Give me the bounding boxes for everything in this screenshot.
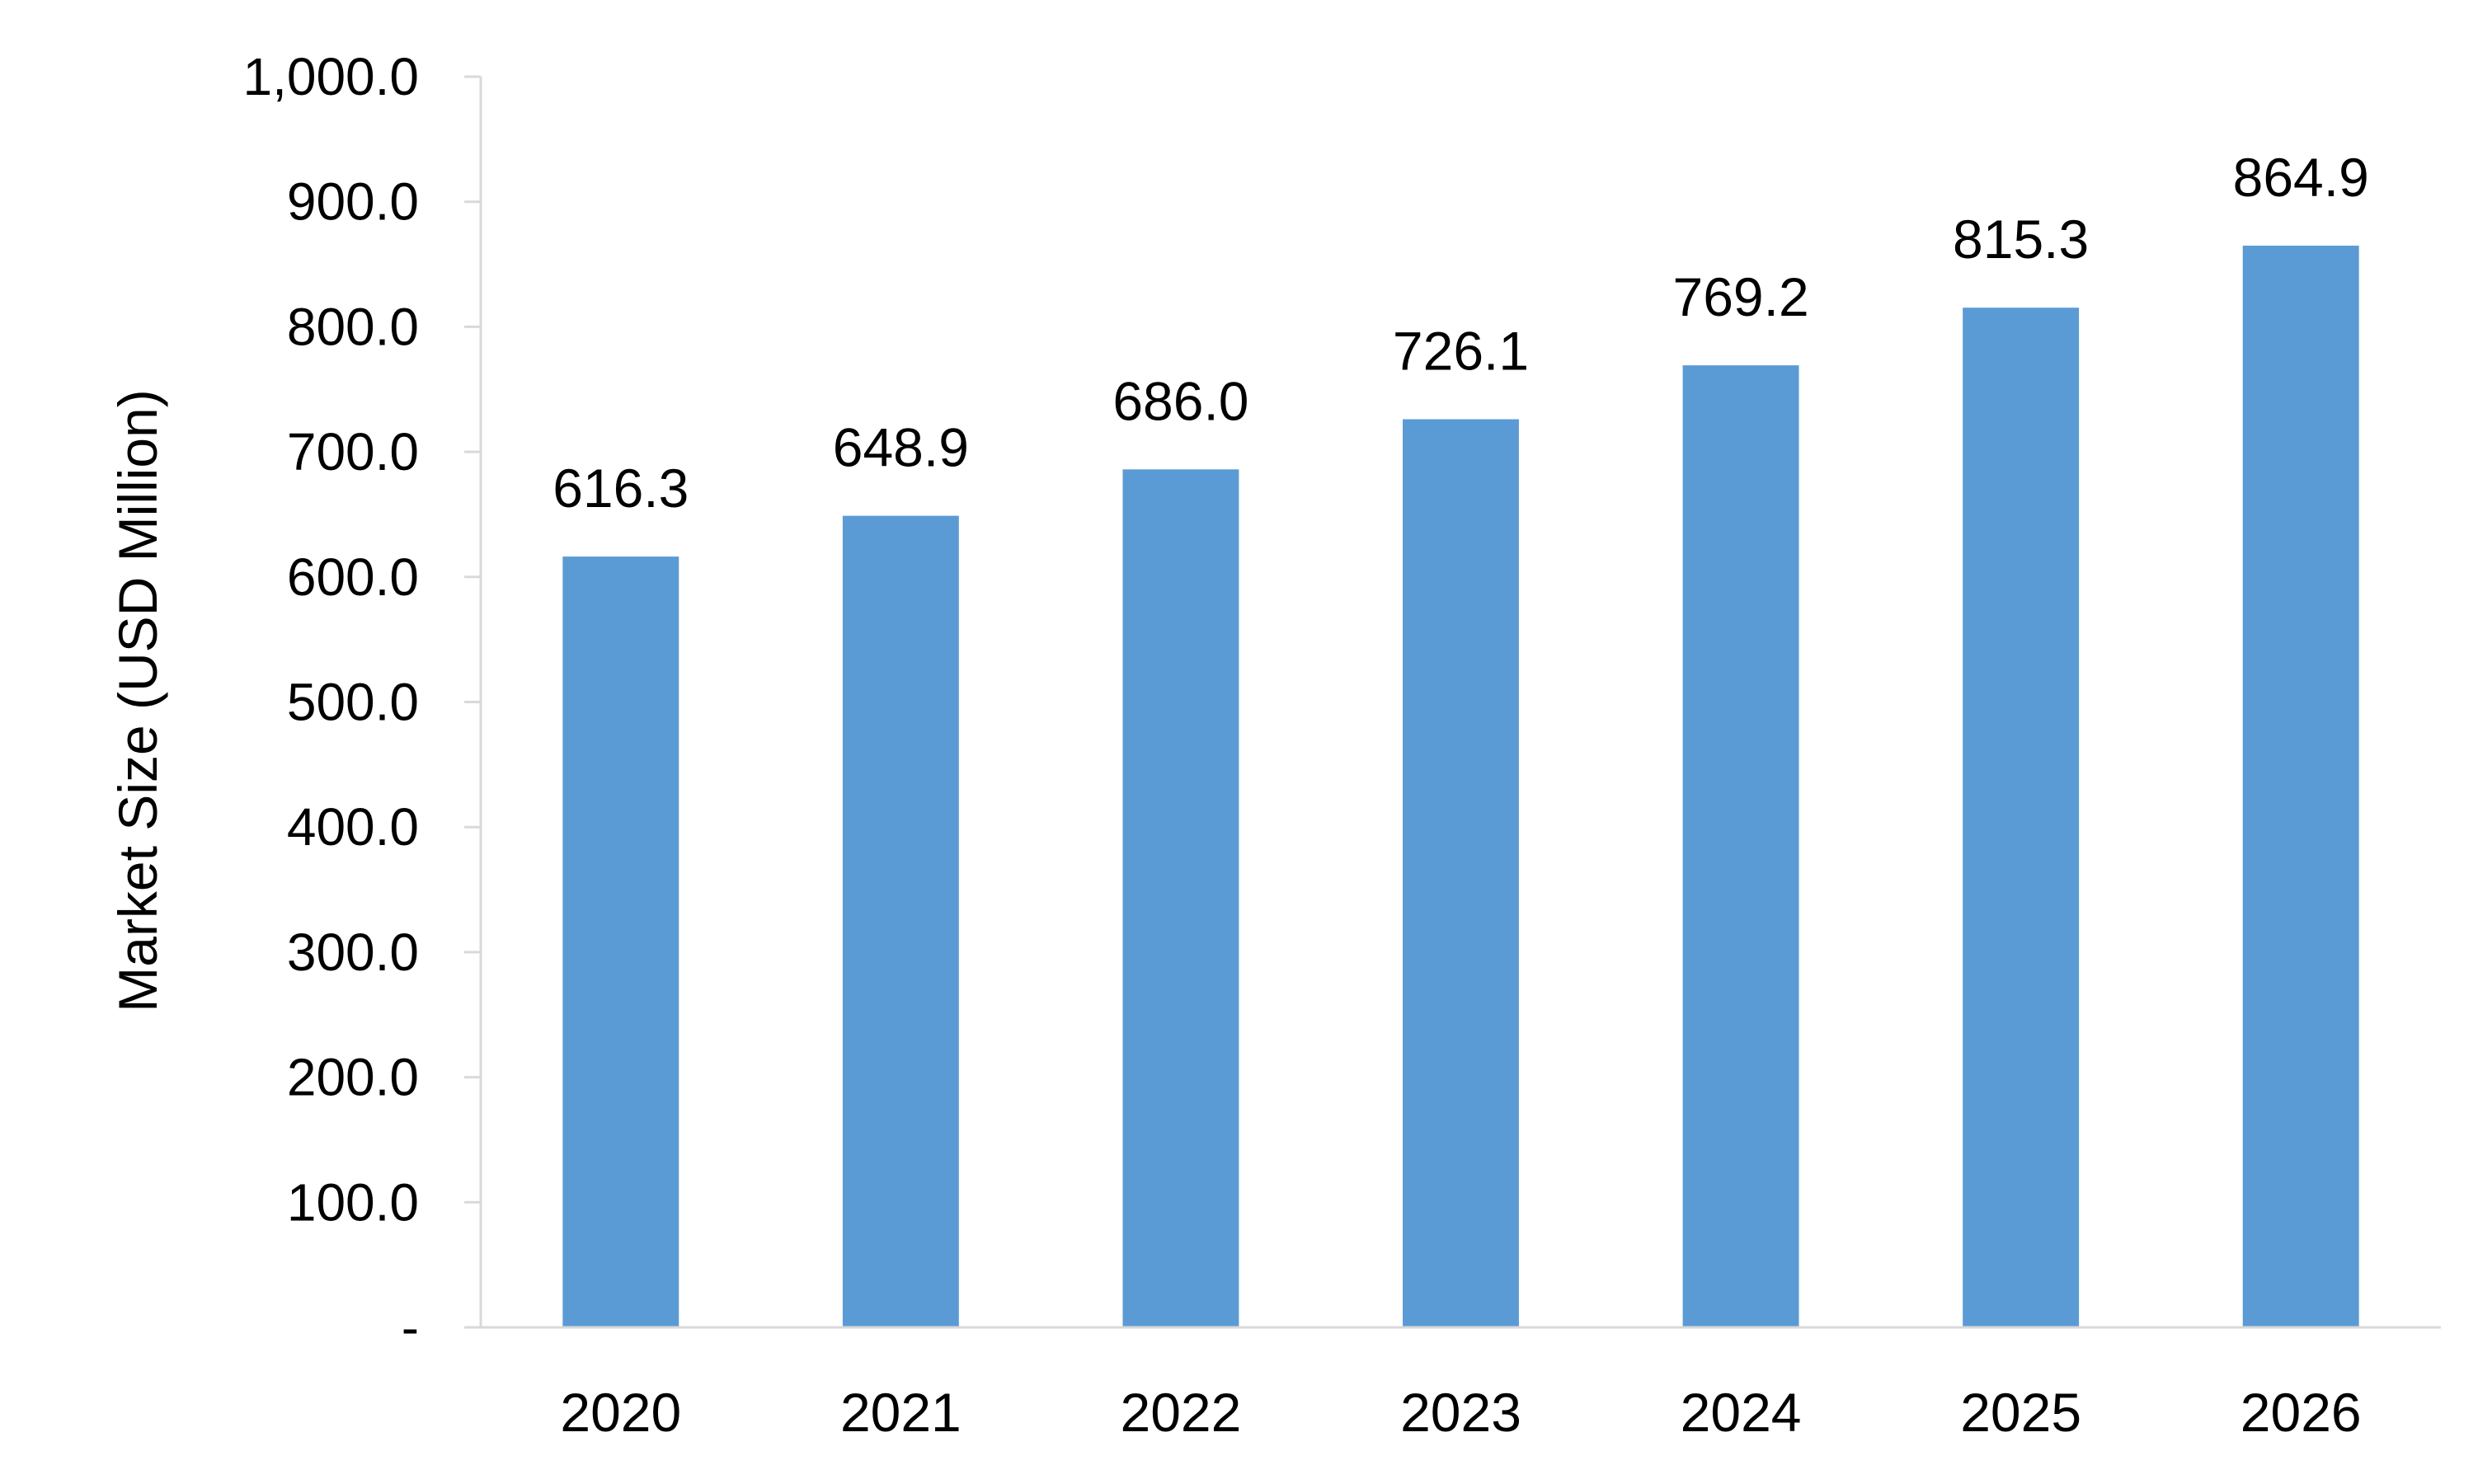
data-label: 648.9 [833, 417, 969, 478]
x-tick-label: 2026 [2240, 1382, 2362, 1443]
y-tick-label: 800.0 [287, 297, 419, 356]
bars [562, 245, 2359, 1328]
x-axis: 2020 2021 2022 2023 2024 2025 2026 [464, 1326, 2441, 1443]
data-label: 769.2 [1672, 266, 1808, 327]
data-label: 815.3 [1953, 209, 2089, 270]
y-tick-label: - [402, 1298, 419, 1357]
data-label: 616.3 [552, 458, 689, 519]
bar [1963, 308, 2080, 1327]
bar [2242, 245, 2359, 1328]
bar [1122, 469, 1239, 1327]
x-tick-label: 2024 [1681, 1382, 1802, 1443]
y-tick-label: 200.0 [287, 1048, 419, 1107]
y-tick-label: 600.0 [287, 547, 419, 607]
y-tick-label: 400.0 [287, 797, 419, 857]
x-tick-label: 2020 [560, 1382, 681, 1443]
y-tick-label: 1,000.0 [242, 47, 419, 106]
data-label: 726.1 [1393, 321, 1529, 382]
data-label: 686.0 [1112, 370, 1248, 431]
bar [562, 556, 679, 1327]
x-tick-label: 2021 [840, 1382, 962, 1443]
data-labels: 616.3 648.9 686.0 726.1 769.2 815.3 864.9 [552, 147, 2369, 519]
x-tick-label: 2025 [1960, 1382, 2081, 1443]
bar [1403, 419, 1519, 1327]
y-tick-label: 700.0 [287, 422, 419, 481]
bar [842, 515, 959, 1327]
y-tick-label: 300.0 [287, 923, 419, 982]
x-tick-label: 2023 [1400, 1382, 1521, 1443]
y-tick-label: 100.0 [287, 1172, 419, 1232]
data-label: 864.9 [2233, 147, 2369, 208]
y-axis-label: Market Size (USD Million) [107, 389, 168, 1012]
bar [1682, 365, 1799, 1328]
y-tick-label: 900.0 [287, 172, 419, 232]
y-axis: - 100.0 200.0 300.0 400.0 500.0 600.0 700.0 800.… [242, 47, 482, 1357]
x-tick-label: 2022 [1121, 1382, 1242, 1443]
y-tick-label: 500.0 [287, 673, 419, 732]
